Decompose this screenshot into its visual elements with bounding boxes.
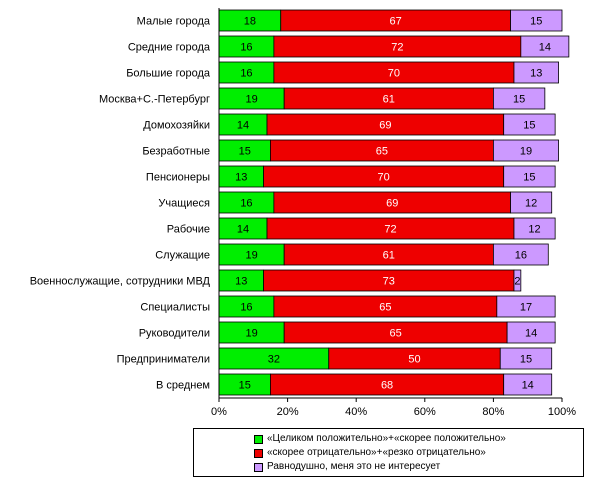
x-tick-label: 40% <box>345 406 367 418</box>
category-label: Пенсионеры <box>146 172 210 184</box>
legend-swatch-positive <box>254 434 263 444</box>
bar-segment <box>513 61 559 84</box>
data-label: 70 <box>378 172 390 184</box>
legend-swatch-negative <box>254 448 263 458</box>
data-label: 67 <box>390 16 402 28</box>
bar-data-labels: 18 67 15 16 72 14 16 70 13 19 61 15 14 69 15 15 65 19 13 70… <box>235 16 551 392</box>
x-tick-label: 20% <box>277 406 299 418</box>
data-label: 61 <box>383 250 395 262</box>
category-label: Домохозяйки <box>143 120 210 132</box>
bar-segment <box>492 139 559 162</box>
legend-item-positive: «Целиком положительно»+«скорее положител… <box>254 432 583 446</box>
data-label: 19 <box>245 250 257 262</box>
category-label: Безработные <box>142 146 210 158</box>
category-label: Средние города <box>128 42 211 54</box>
legend-label-indifferent: Равнодушно, меня это не интересует <box>267 461 441 472</box>
category-label: Служащие <box>155 250 210 262</box>
data-label: 65 <box>379 302 391 314</box>
data-label: 73 <box>383 276 395 288</box>
data-label: 15 <box>523 120 535 132</box>
data-label: 15 <box>513 94 525 106</box>
data-label: 14 <box>525 328 537 340</box>
bar-segment <box>506 321 556 344</box>
data-label: 15 <box>520 354 532 366</box>
bar-segment <box>510 9 563 32</box>
data-label: 19 <box>245 328 257 340</box>
data-label: 16 <box>240 42 252 54</box>
data-label: 16 <box>240 68 252 80</box>
legend: «Целиком положительно»+«скорее положител… <box>193 428 584 477</box>
data-label: 16 <box>515 250 527 262</box>
category-label: В среднем <box>156 380 210 392</box>
data-label: 65 <box>390 328 402 340</box>
data-label: 50 <box>408 354 420 366</box>
category-label: Предприниматели <box>117 354 210 366</box>
data-label: 72 <box>391 42 403 54</box>
legend-swatch-indifferent <box>254 462 263 472</box>
data-label: 17 <box>520 302 532 314</box>
data-label: 65 <box>376 146 388 158</box>
category-label: Москва+С.-Петербург <box>99 94 210 106</box>
x-axis: 0% 20% 40% 60% 80% 100% <box>211 8 576 418</box>
data-label: 14 <box>237 224 249 236</box>
category-label: Руководители <box>139 328 210 340</box>
data-label: 15 <box>530 16 542 28</box>
data-label: 13 <box>235 276 247 288</box>
legend-item-indifferent: Равнодушно, меня это не интересует <box>254 460 583 474</box>
data-label: 15 <box>239 146 251 158</box>
data-label: 69 <box>379 120 391 132</box>
bar-segments <box>218 9 570 396</box>
data-label: 14 <box>539 42 551 54</box>
category-label: Большие города <box>126 68 211 80</box>
bar-segment <box>492 243 549 266</box>
legend-label-positive: «Целиком положительно»+«скорее положител… <box>267 433 506 444</box>
bar-segment <box>513 217 556 240</box>
bar-segment <box>496 295 556 318</box>
data-label: 19 <box>245 94 257 106</box>
data-label: 12 <box>525 198 537 210</box>
data-label: 18 <box>244 16 256 28</box>
data-label: 68 <box>381 380 393 392</box>
bar-segment <box>503 113 556 136</box>
bar-segment <box>520 35 570 58</box>
data-label: 72 <box>384 224 396 236</box>
data-label: 14 <box>522 380 534 392</box>
data-label: 16 <box>240 302 252 314</box>
data-label: 15 <box>523 172 535 184</box>
data-label: 32 <box>268 354 280 366</box>
bar-segment <box>513 269 522 292</box>
x-tick-label: 100% <box>548 406 576 418</box>
category-label: Рабочие <box>167 224 210 236</box>
x-tick-label: 80% <box>482 406 504 418</box>
x-tick-label: 0% <box>211 406 227 418</box>
category-label: Малые города <box>137 16 211 28</box>
data-label: 12 <box>528 224 540 236</box>
bar-segment <box>492 87 546 110</box>
legend-label-negative: «скорее отрицательно»+«резко отрицательн… <box>267 447 486 458</box>
category-labels: Малые города Средние города Большие города… <box>30 16 211 392</box>
data-label: 13 <box>235 172 247 184</box>
category-label: Военнослужащие, сотрудники МВД <box>30 276 211 288</box>
data-label: 15 <box>239 380 251 392</box>
data-label: 13 <box>530 68 542 80</box>
bar-segment <box>499 347 553 370</box>
bar-segment <box>503 373 553 396</box>
x-tick-label: 60% <box>414 406 436 418</box>
data-label: 14 <box>237 120 249 132</box>
category-label: Специалисты <box>140 302 210 314</box>
data-label: 61 <box>383 94 395 106</box>
bar-segment <box>503 165 556 188</box>
data-label: 69 <box>386 198 398 210</box>
data-label: 70 <box>388 68 400 80</box>
bar-segment <box>510 191 553 214</box>
category-label: Учащиеся <box>158 198 210 210</box>
data-label: 16 <box>240 198 252 210</box>
data-label: 2 <box>514 276 520 288</box>
data-label: 19 <box>520 146 532 158</box>
legend-item-negative: «скорее отрицательно»+«резко отрицательн… <box>254 446 583 460</box>
